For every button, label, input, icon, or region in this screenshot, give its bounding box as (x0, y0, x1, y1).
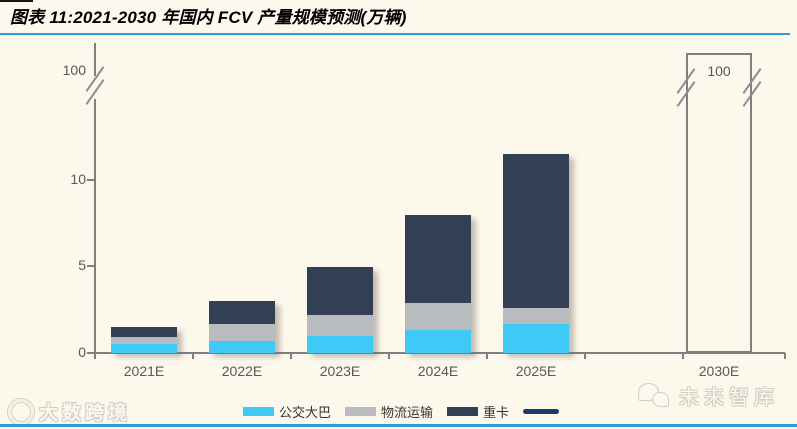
watermark-bottom-left: 大数跨境 (8, 398, 131, 425)
bottom-divider (0, 424, 797, 427)
bar-segment-heavy-truck (111, 327, 177, 338)
bar-segment-bus (405, 330, 471, 353)
bar-2023E (307, 266, 373, 354)
bar-segment-bus (503, 323, 569, 353)
bar-segment-heavy-truck (405, 214, 471, 303)
x-tick-label: 2030E (698, 363, 740, 379)
bar-2022E (209, 301, 275, 353)
bar-segment-heavy-truck (307, 266, 373, 315)
bar-segment-bus (209, 340, 275, 353)
x-tick (290, 353, 292, 359)
y-tick-label: 100 (62, 62, 86, 78)
dashukuajing-logo-icon (8, 398, 34, 425)
top-border-fragment (0, 0, 33, 2)
x-tick (94, 353, 96, 359)
legend-swatch-heavy-truck (447, 407, 478, 416)
y-tick (87, 179, 95, 181)
legend-item-logistics: 物流运输 (344, 402, 433, 421)
x-tick-label: 2021E (123, 363, 165, 379)
x-axis (95, 352, 785, 354)
legend-label-bus: 公交大巴 (278, 405, 331, 420)
bar-segment-bus (111, 344, 177, 353)
x-tick-label: 2025E (515, 363, 557, 379)
bar-segment-logistics (111, 337, 177, 345)
bar-2024E (405, 214, 471, 353)
bar-segment-heavy-truck (503, 154, 569, 309)
legend-label-logistics: 物流运输 (380, 405, 433, 420)
bar-segment-logistics (503, 308, 569, 324)
x-tick (784, 353, 786, 359)
chart-legend: 公交大巴 物流运输 重卡 (95, 402, 707, 421)
x-tick (192, 353, 194, 359)
y-axis-upper (94, 43, 96, 76)
legend-swatch-bus (242, 407, 274, 416)
legend-item-heavy-truck: 重卡 (447, 402, 509, 421)
outlined-bar-value-label: 100 (707, 63, 731, 79)
outlined-bar-2030E: 100 (686, 53, 752, 353)
x-tick-label: 2024E (417, 363, 459, 379)
bar-segment-logistics (209, 323, 275, 341)
y-tick (87, 352, 95, 354)
bar-segment-bus (307, 335, 373, 353)
legend-item-bus: 公交大巴 (242, 402, 331, 421)
x-tick (388, 353, 390, 359)
y-tick-label: 0 (78, 344, 86, 360)
watermark-text-left: 大数跨境 (39, 403, 132, 424)
watermark-text-right: 未来智库 (679, 387, 779, 409)
y-axis-lower (94, 99, 96, 354)
bar-segment-logistics (307, 314, 373, 336)
title-underline (0, 33, 790, 35)
bar-segment-logistics (405, 302, 471, 331)
weilaizhiku-logo-icon (638, 382, 672, 409)
x-tick-label: 2023E (319, 363, 361, 379)
legend-line-marker (523, 409, 560, 414)
figure-title: 图表 11:2021-2030 年国内 FCV 产量规模预测(万辆) (10, 8, 407, 27)
y-tick-label: 5 (78, 257, 86, 273)
x-tick (682, 353, 684, 359)
x-tick (584, 353, 586, 359)
y-tick-label: 10 (70, 171, 86, 187)
y-tick (87, 265, 95, 267)
bar-2021E (111, 327, 177, 353)
watermark-right: 未来智库 (638, 381, 779, 410)
x-tick (486, 353, 488, 359)
legend-swatch-logistics (344, 407, 376, 416)
bar-2025E (503, 154, 569, 353)
bar-segment-heavy-truck (209, 301, 275, 324)
x-tick-label: 2022E (221, 363, 263, 379)
legend-label-heavy-truck: 重卡 (483, 405, 510, 420)
